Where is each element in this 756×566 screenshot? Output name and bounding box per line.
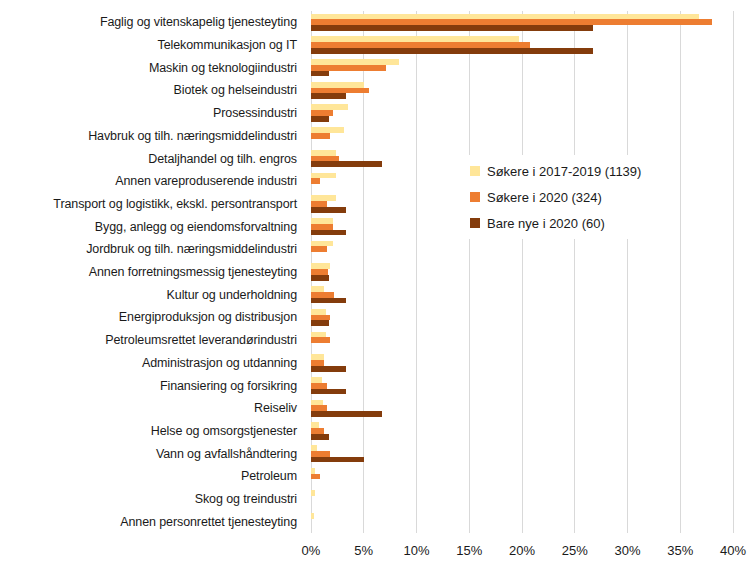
bar-group bbox=[311, 261, 733, 284]
bar bbox=[311, 48, 593, 54]
x-tick-label: 30% bbox=[614, 543, 640, 558]
bar bbox=[311, 434, 329, 440]
category-label: Vann og avfallshåndtering bbox=[0, 442, 304, 465]
x-axis: 0%5%10%15%20%25%30%35%40% bbox=[311, 543, 733, 561]
bar bbox=[311, 230, 346, 236]
category-label: Telekommunikasjon og IT bbox=[0, 34, 304, 57]
bar-group bbox=[311, 442, 733, 465]
category-label: Petroleum bbox=[0, 465, 304, 488]
bar-group bbox=[311, 125, 733, 148]
legend-item: Søkere i 2020 (324) bbox=[470, 189, 641, 205]
bar-group bbox=[311, 510, 733, 533]
bar-group bbox=[311, 488, 733, 511]
bar-group bbox=[311, 34, 733, 57]
bar-group bbox=[311, 79, 733, 102]
plot-area bbox=[311, 11, 733, 533]
bar bbox=[311, 161, 382, 167]
legend-item: Bare nye i 2020 (60) bbox=[470, 215, 641, 231]
category-label: Skog og treindustri bbox=[0, 488, 304, 511]
category-label: Havbruk og tilh. næringsmiddelindustri bbox=[0, 125, 304, 148]
category-label: Detaljhandel og tilh. engros bbox=[0, 147, 304, 170]
bar-group bbox=[311, 465, 733, 488]
category-label: Biotek og helseindustri bbox=[0, 79, 304, 102]
x-tick-label: 35% bbox=[667, 543, 693, 558]
category-label: Jordbruk og tilh. næringsmiddelindustri bbox=[0, 238, 304, 261]
bar bbox=[311, 133, 330, 139]
legend-label: Søkere i 2020 (324) bbox=[487, 190, 602, 205]
bar bbox=[311, 389, 346, 395]
x-tick-label: 40% bbox=[720, 543, 746, 558]
legend-label: Bare nye i 2020 (60) bbox=[487, 216, 605, 231]
bar-group bbox=[311, 374, 733, 397]
bar bbox=[311, 490, 315, 496]
x-tick-label: 0% bbox=[302, 543, 321, 558]
category-label: Energiproduksjon og distribusjon bbox=[0, 306, 304, 329]
x-tick-label: 25% bbox=[562, 543, 588, 558]
legend-swatch-icon bbox=[470, 192, 480, 202]
category-label: Faglig og vitenskapelig tjenesteyting bbox=[0, 11, 304, 34]
bar bbox=[311, 513, 314, 519]
category-label: Maskin og teknologiindustri bbox=[0, 56, 304, 79]
category-label: Annen vareproduserende industri bbox=[0, 170, 304, 193]
category-label: Annen personrettet tjenesteyting bbox=[0, 510, 304, 533]
bar-group bbox=[311, 56, 733, 79]
category-label: Kultur og underholdning bbox=[0, 283, 304, 306]
x-tick-label: 20% bbox=[509, 543, 535, 558]
bar bbox=[311, 93, 346, 99]
category-label: Helse og omsorgstjenester bbox=[0, 420, 304, 443]
category-label: Bygg, anlegg og eiendomsforvaltning bbox=[0, 215, 304, 238]
legend-swatch-icon bbox=[470, 166, 480, 176]
legend: Søkere i 2017-2019 (1139) Søkere i 2020 (… bbox=[462, 155, 655, 239]
bar bbox=[311, 71, 329, 77]
bar bbox=[311, 474, 320, 480]
bar bbox=[311, 207, 346, 213]
bar bbox=[311, 411, 382, 417]
x-tick-label: 15% bbox=[456, 543, 482, 558]
legend-label: Søkere i 2017-2019 (1139) bbox=[487, 164, 641, 179]
bar-group bbox=[311, 329, 733, 352]
bar bbox=[311, 320, 329, 326]
bar bbox=[311, 246, 327, 252]
bar-group bbox=[311, 283, 733, 306]
legend-item: Søkere i 2017-2019 (1139) bbox=[470, 163, 641, 179]
category-label: Petroleumsrettet leverandørindustri bbox=[0, 329, 304, 352]
category-label: Transport og logistikk, ekskl. persontra… bbox=[0, 193, 304, 216]
bar bbox=[311, 366, 346, 372]
bar bbox=[311, 298, 346, 304]
category-label: Reiseliv bbox=[0, 397, 304, 420]
legend-swatch-icon bbox=[470, 218, 480, 228]
bar-group bbox=[311, 306, 733, 329]
bar-group bbox=[311, 11, 733, 34]
category-axis: Faglig og vitenskapelig tjenesteytingTel… bbox=[0, 11, 304, 533]
category-label: Prosessindustri bbox=[0, 102, 304, 125]
bar bbox=[311, 116, 329, 122]
x-tick-label: 5% bbox=[354, 543, 373, 558]
bar-group bbox=[311, 102, 733, 125]
bar-chart: Faglig og vitenskapelig tjenesteytingTel… bbox=[0, 0, 756, 566]
x-tick-label: 10% bbox=[403, 543, 429, 558]
category-label: Administrasjon og utdanning bbox=[0, 352, 304, 375]
bar bbox=[311, 178, 320, 184]
bar bbox=[311, 457, 364, 463]
bar-rows bbox=[311, 11, 733, 533]
bar-group bbox=[311, 238, 733, 261]
category-label: Annen forretningsmessig tjenesteyting bbox=[0, 261, 304, 284]
category-label: Finansiering og forsikring bbox=[0, 374, 304, 397]
bar bbox=[311, 337, 330, 343]
bar bbox=[311, 275, 329, 281]
bar bbox=[311, 25, 593, 31]
bar-group bbox=[311, 420, 733, 443]
bar-group bbox=[311, 352, 733, 375]
bar-group bbox=[311, 397, 733, 420]
